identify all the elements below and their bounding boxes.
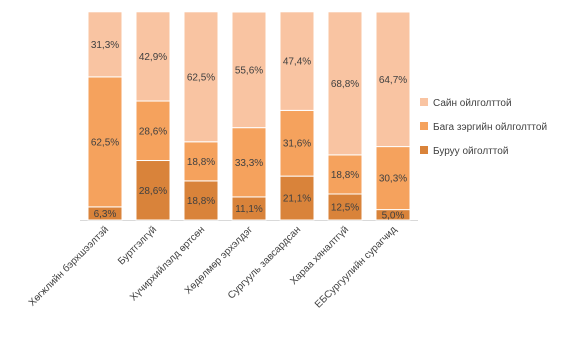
legend-label: Буруу ойголттой bbox=[433, 146, 508, 157]
bar-segment bbox=[327, 11, 363, 156]
data-label: 18,8% bbox=[187, 196, 215, 207]
bar-group: 18,8% 18,8% 62,5% bbox=[183, 11, 219, 221]
bar-segment bbox=[87, 76, 123, 208]
data-label: 64,7% bbox=[379, 75, 407, 86]
bar-segment bbox=[327, 154, 363, 195]
data-label: 11,1% bbox=[235, 204, 263, 215]
data-label: 30,3% bbox=[379, 174, 407, 185]
data-label: 47,4% bbox=[283, 57, 311, 68]
bar-segment bbox=[87, 11, 123, 78]
data-label: 28,6% bbox=[139, 186, 167, 197]
data-label: 6,3% bbox=[94, 209, 117, 220]
data-label: 18,8% bbox=[187, 157, 215, 168]
bar-group: 12,5% 18,8% 68,8% bbox=[327, 11, 363, 221]
data-label: 21,1% bbox=[283, 194, 311, 205]
bar-segment bbox=[183, 11, 219, 143]
data-label: 31,3% bbox=[91, 40, 119, 51]
data-label: 62,5% bbox=[91, 137, 119, 148]
bar-segment bbox=[231, 127, 267, 198]
bar-group: 6,3% 62,5% 31,3% bbox=[87, 11, 123, 221]
bar-group: 5,0% 30,3% 64,7% bbox=[375, 11, 411, 221]
bar-group: 11,1% 33,3% 55,6% bbox=[231, 11, 267, 221]
data-label: 68,8% bbox=[331, 79, 359, 90]
data-label: 62,5% bbox=[187, 72, 215, 83]
bar-segment bbox=[231, 11, 267, 129]
bar-group: 21,1% 31,6% 47,4% bbox=[279, 11, 315, 221]
data-label: 12,5% bbox=[331, 203, 359, 214]
legend-swatch bbox=[420, 146, 428, 154]
data-label: 42,9% bbox=[139, 52, 167, 63]
bar-segment bbox=[135, 11, 171, 102]
legend: Сайн ойлголттой Бага зэргийн ойлголттой Бу… bbox=[420, 98, 547, 157]
bar-segment bbox=[279, 109, 315, 177]
bar-segment bbox=[183, 141, 219, 182]
data-label: 33,3% bbox=[235, 158, 263, 169]
data-label: 28,6% bbox=[139, 126, 167, 137]
category-label: ЕБСургуулийн сурагчид bbox=[313, 224, 399, 310]
legend-swatch bbox=[420, 122, 428, 130]
bar-segment bbox=[135, 100, 171, 162]
bar-segment bbox=[375, 146, 411, 211]
bar-segment bbox=[279, 11, 315, 111]
legend-label: Сайн ойлголттой bbox=[433, 98, 512, 109]
bar-segment bbox=[375, 11, 411, 148]
data-label: 18,8% bbox=[331, 170, 359, 181]
category-label: Хөгжлийн бэрхшээлтэй bbox=[26, 224, 111, 309]
legend-label: Бага зэргийн ойлголттой bbox=[433, 122, 547, 133]
bar-group: 28,6% 28,6% 42,9% bbox=[135, 11, 171, 221]
bar-segment bbox=[183, 180, 219, 221]
data-label: 31,6% bbox=[283, 139, 311, 150]
category-label: Буртгэлгүй bbox=[116, 224, 159, 267]
bar-segment bbox=[327, 193, 363, 221]
data-label: 55,6% bbox=[235, 65, 263, 76]
legend-swatch bbox=[420, 98, 428, 106]
data-label: 5,0% bbox=[382, 210, 405, 221]
